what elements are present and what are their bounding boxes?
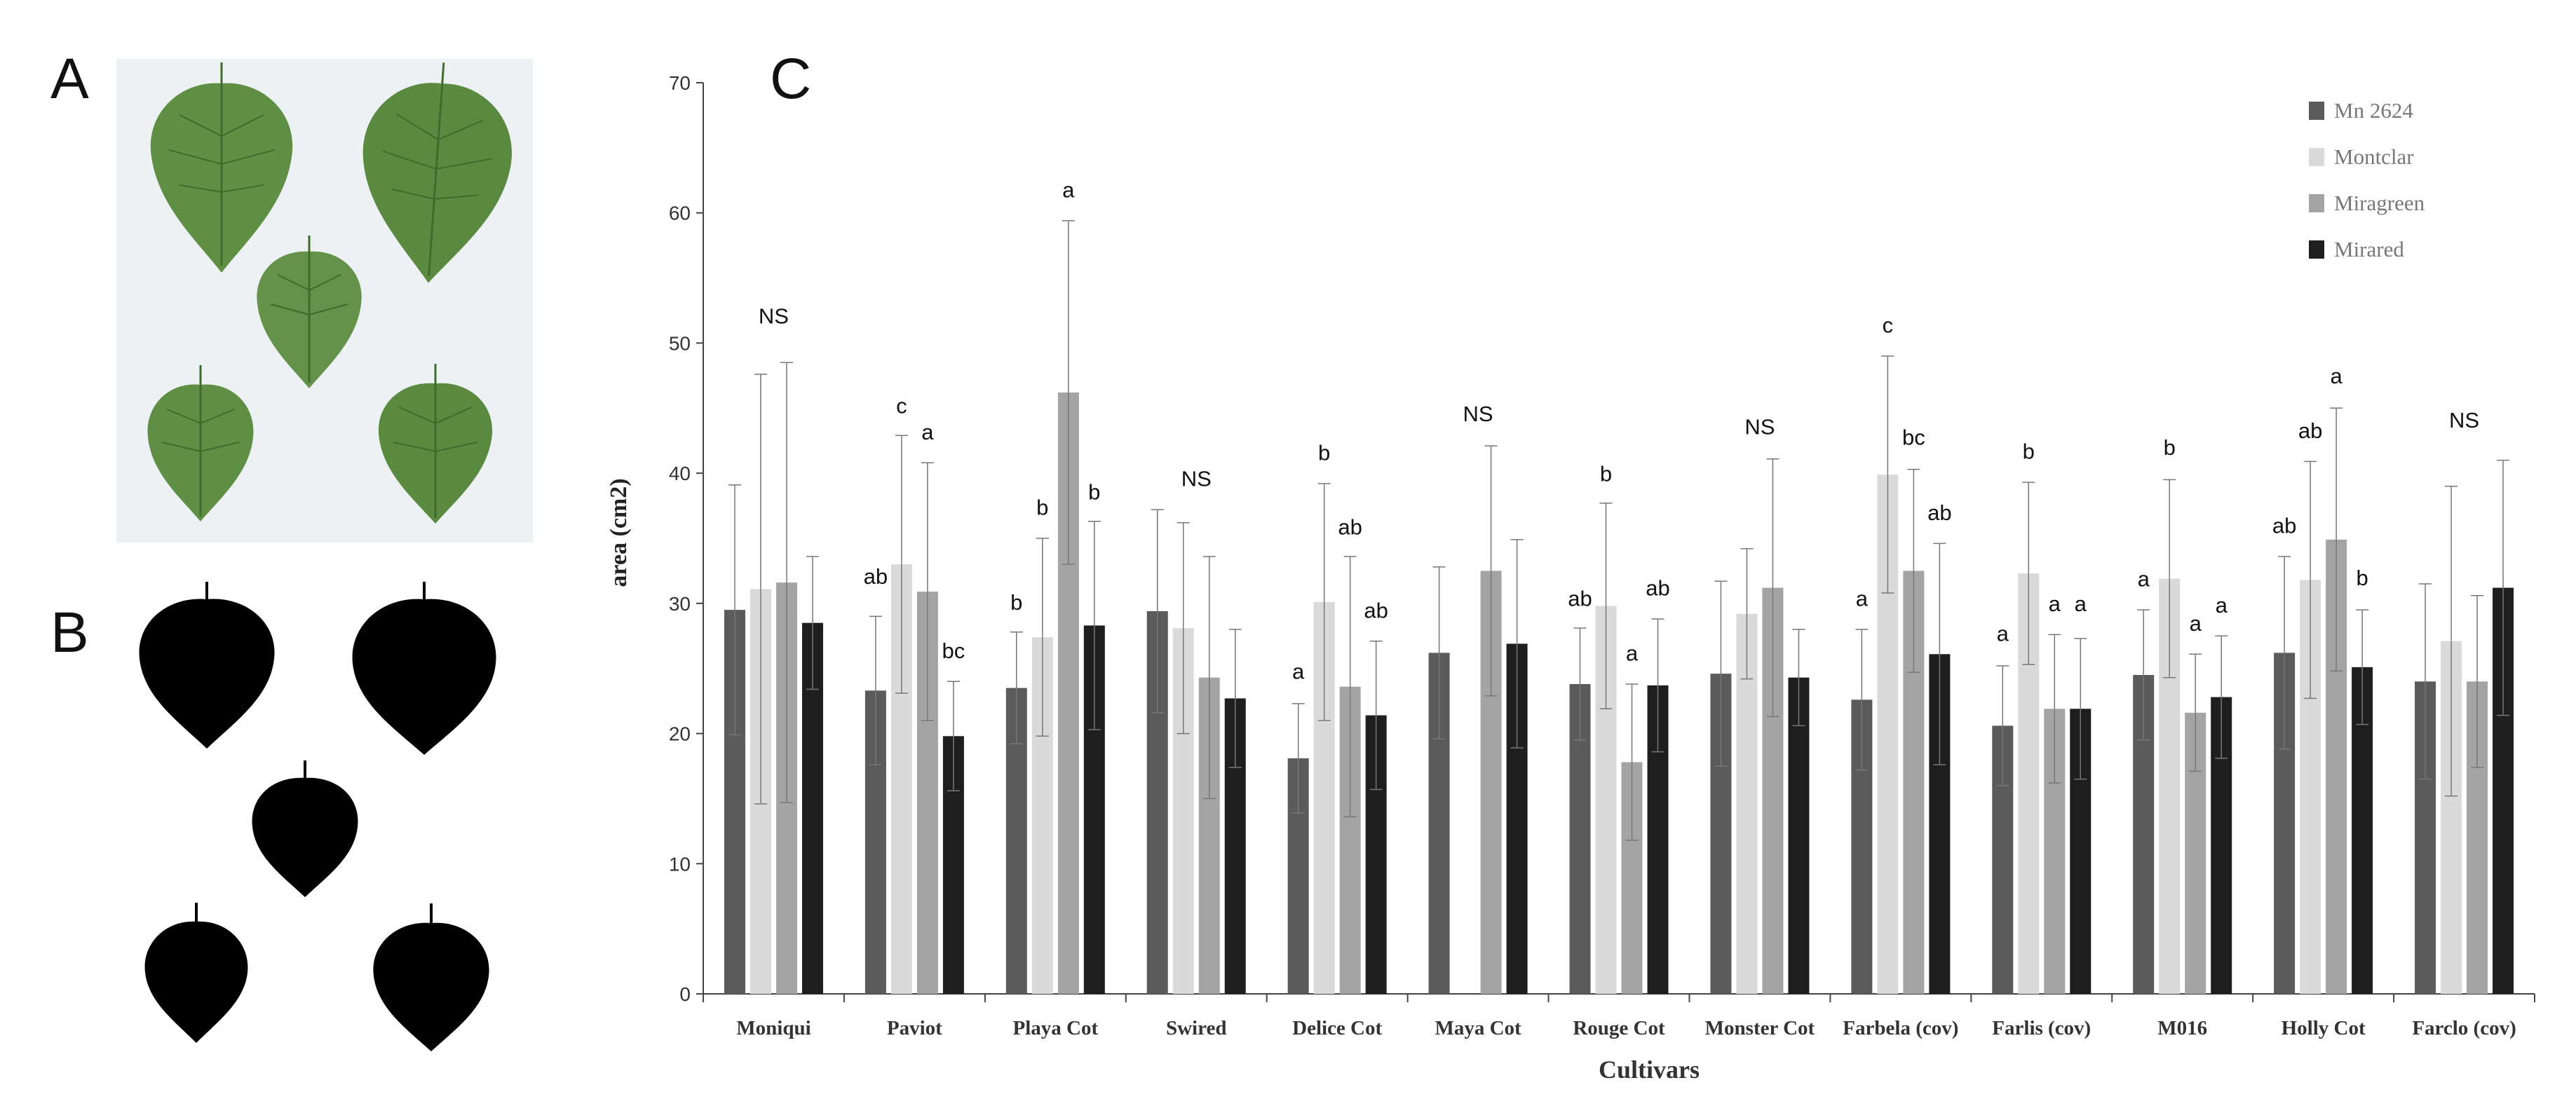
significance-label: c bbox=[1883, 313, 1894, 338]
significance-label: ab bbox=[2298, 418, 2322, 443]
x-tick-label: Moniqui bbox=[736, 1017, 811, 1039]
significance-label: NS bbox=[1181, 467, 1212, 491]
significance-label: NS bbox=[2449, 408, 2479, 432]
significance-label: ab bbox=[2272, 514, 2296, 538]
legend-label: Mn 2624 bbox=[2334, 98, 2413, 123]
significance-label: a bbox=[1626, 641, 1639, 666]
legend: Mn 2624 Montclar Miragreen Mirared bbox=[2309, 98, 2425, 261]
legend-label: Miragreen bbox=[2334, 191, 2425, 215]
significance-label: a bbox=[1856, 587, 1869, 611]
significance-label: b bbox=[1318, 441, 1330, 465]
x-tick-label: Playa Cot bbox=[1012, 1017, 1098, 1039]
silhouette-1 bbox=[139, 582, 275, 749]
legend-swatch bbox=[2309, 102, 2324, 120]
legend-swatch bbox=[2309, 148, 2324, 166]
significance-label: b bbox=[2164, 435, 2176, 460]
panel-label-b: B bbox=[50, 601, 89, 664]
significance-label: a bbox=[2216, 593, 2228, 617]
significance-label: NS bbox=[1463, 402, 1493, 426]
significance-label: a bbox=[2049, 592, 2061, 616]
significance-label: a bbox=[1292, 660, 1305, 684]
x-tick-label: Delice Cot bbox=[1292, 1017, 1382, 1039]
significance-label: NS bbox=[1744, 414, 1775, 439]
x-tick-label: M016 bbox=[2157, 1017, 2207, 1039]
x-tick-label: Swired bbox=[1166, 1017, 1226, 1039]
x-tick-label: Holly Cot bbox=[2282, 1017, 2366, 1039]
significance-label: b bbox=[1088, 479, 1100, 504]
x-axis: Moniqui Paviot Playa Cot Swired Delice Cot Ma… bbox=[703, 993, 2535, 1039]
significance-label: ab bbox=[1646, 576, 1669, 601]
significance-label: ab bbox=[1364, 598, 1388, 622]
significance-label: bc bbox=[942, 639, 965, 663]
legend-swatch bbox=[2309, 194, 2324, 212]
y-tick-label: 70 bbox=[669, 72, 691, 94]
significance-label: b bbox=[2023, 439, 2035, 464]
x-tick-label: Rouge Cot bbox=[1573, 1017, 1665, 1039]
significance-label: b bbox=[1600, 461, 1612, 486]
y-tick-label: 60 bbox=[669, 203, 691, 224]
x-tick-label: Monster Cot bbox=[1705, 1017, 1815, 1039]
x-tick-label: Paviot bbox=[887, 1017, 942, 1039]
significance-label: ab bbox=[1568, 587, 1592, 611]
silhouette-4 bbox=[144, 903, 248, 1043]
y-tick-label: 40 bbox=[669, 463, 691, 484]
x-tick-label: Farbela (cov) bbox=[1843, 1017, 1958, 1039]
x-tick-label: Farclo (cov) bbox=[2412, 1017, 2516, 1039]
leaf-silhouettes bbox=[139, 582, 496, 1051]
y-tick-label: 0 bbox=[679, 983, 691, 1005]
significance-label: b bbox=[1010, 590, 1022, 615]
y-tick-label: 20 bbox=[669, 723, 691, 745]
legend-swatch bbox=[2309, 240, 2324, 259]
significance-label: a bbox=[2330, 364, 2343, 388]
silhouette-5 bbox=[373, 903, 489, 1051]
bars bbox=[724, 392, 2514, 994]
y-tick-label: 30 bbox=[669, 593, 691, 615]
leaf-2 bbox=[362, 62, 512, 283]
x-tick-label: Farlis (cov) bbox=[1992, 1017, 2091, 1039]
significance-label: c bbox=[896, 394, 907, 418]
y-axis-label: area (cm2) bbox=[606, 478, 632, 587]
bar bbox=[1788, 677, 1810, 994]
significance-label: bc bbox=[1902, 425, 1925, 449]
x-axis-label: Cultivars bbox=[1599, 1056, 1700, 1084]
leaf-5 bbox=[378, 364, 493, 524]
significance-label: a bbox=[2075, 592, 2087, 616]
legend-label: Mirared bbox=[2334, 237, 2404, 261]
silhouette-2 bbox=[352, 582, 496, 755]
panel-label-c: C bbox=[770, 47, 812, 111]
x-tick-label: Maya Cot bbox=[1435, 1017, 1521, 1039]
leaf-photo bbox=[116, 59, 533, 542]
silhouette-3 bbox=[252, 760, 358, 897]
y-axis: 0 10 20 30 40 50 60 70 bbox=[669, 72, 704, 1005]
leaf-1 bbox=[150, 62, 293, 273]
panel-label-a: A bbox=[50, 47, 89, 111]
significance-label: NS bbox=[759, 304, 789, 329]
significance-label: a bbox=[1062, 177, 1075, 202]
y-tick-label: 10 bbox=[669, 853, 691, 875]
significance-label: a bbox=[1997, 622, 2009, 646]
leaf-4 bbox=[147, 365, 254, 521]
significance-label: ab bbox=[1927, 500, 1951, 525]
significance-label: a bbox=[921, 420, 934, 444]
significance-label: ab bbox=[1338, 514, 1362, 539]
significance-label: ab bbox=[864, 564, 888, 589]
significance-label: a bbox=[2138, 567, 2150, 592]
error-bars bbox=[728, 220, 2510, 841]
significance-label: b bbox=[2356, 566, 2368, 590]
y-tick-label: 50 bbox=[669, 332, 691, 354]
significance-label: b bbox=[1036, 496, 1048, 520]
leaf-3 bbox=[257, 235, 362, 388]
legend-label: Montclar bbox=[2334, 144, 2414, 169]
significance-label: a bbox=[2190, 611, 2202, 636]
